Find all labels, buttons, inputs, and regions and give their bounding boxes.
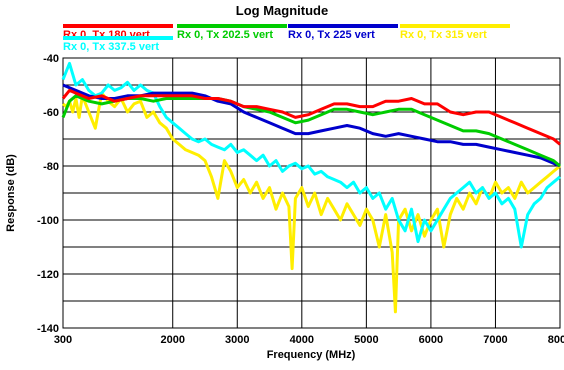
y-axis-title: Response (dB) bbox=[5, 154, 17, 232]
y-tick-label: -120 bbox=[37, 269, 59, 281]
legend-swatch-4 bbox=[63, 36, 173, 40]
series-line-4 bbox=[61, 61, 561, 249]
x-axis-ticks: 300 2000 3000 4000 5000 6000 7000 8000 bbox=[54, 334, 564, 346]
series-line-3 bbox=[62, 91, 561, 314]
legend-label-1: Rx 0, Tx 202.5 vert bbox=[177, 29, 273, 41]
legend-label-4: Rx 0, Tx 337.5 vert bbox=[63, 41, 159, 53]
legend: Rx 0, Tx 180 vert Rx 0, Tx 202.5 vert Rx 0… bbox=[63, 24, 510, 53]
x-tick-label: 7000 bbox=[483, 334, 507, 346]
x-tick-label: 300 bbox=[54, 334, 72, 346]
x-tick-label: 3000 bbox=[225, 334, 249, 346]
x-tick-label: 5000 bbox=[354, 334, 378, 346]
legend-label-2: Rx 0, Tx 225 vert bbox=[288, 29, 375, 41]
series-layer bbox=[61, 61, 561, 314]
legend-swatch-2 bbox=[288, 24, 398, 28]
x-axis-title: Frequency (MHz) bbox=[267, 349, 356, 361]
legend-swatch-3 bbox=[400, 24, 510, 28]
y-tick-label: -100 bbox=[37, 215, 59, 227]
y-tick-label: -140 bbox=[37, 323, 59, 335]
legend-swatch-0 bbox=[63, 24, 173, 28]
x-tick-label: 8000 bbox=[548, 334, 564, 346]
x-tick-label: 4000 bbox=[290, 334, 314, 346]
chart-title: Log Magnitude bbox=[236, 3, 328, 18]
y-tick-label: -40 bbox=[43, 53, 59, 65]
legend-label-3: Rx 0, Tx 315 vert bbox=[400, 29, 487, 41]
y-axis-ticks: -40 -60 -80 -100 -120 -140 bbox=[37, 53, 59, 335]
y-tick-label: -60 bbox=[43, 107, 59, 119]
x-tick-label: 2000 bbox=[160, 334, 184, 346]
series-line-1 bbox=[61, 94, 561, 168]
y-tick-label: -80 bbox=[43, 161, 59, 173]
x-tick-label: 6000 bbox=[419, 334, 443, 346]
series-line-0 bbox=[61, 88, 561, 146]
legend-swatch-1 bbox=[177, 24, 287, 28]
